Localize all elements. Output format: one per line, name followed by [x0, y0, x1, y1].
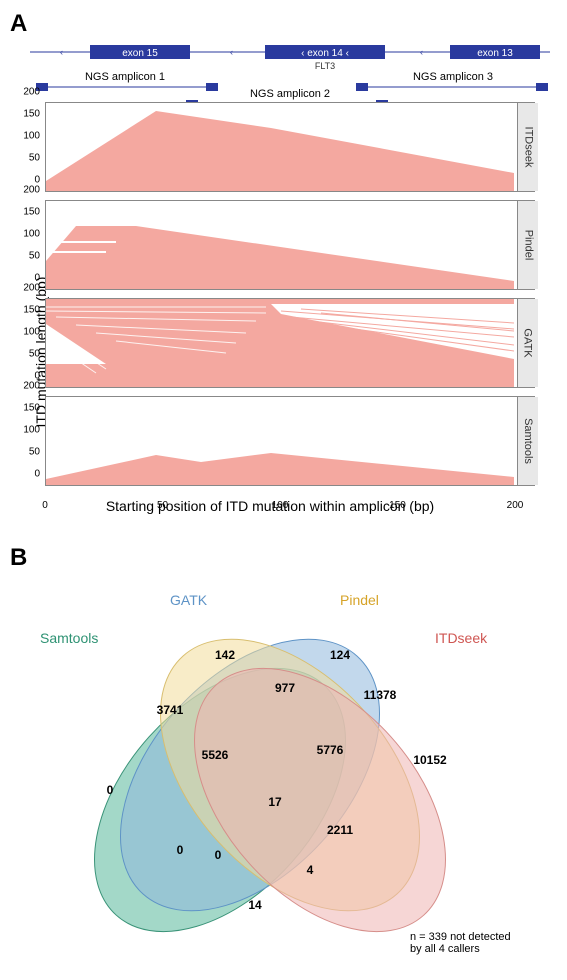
- gene-diagram: exon 15 ‹ exon 14 ‹ exon 13 ‹ ‹ ‹ FLT3 N…: [30, 42, 550, 102]
- panel-b-label: B: [10, 544, 557, 572]
- panel-a-label: A: [10, 10, 557, 38]
- n-sgi: 0: [215, 848, 222, 862]
- svg-text:‹: ‹: [230, 47, 233, 57]
- exon14-text: ‹ exon 14 ‹: [301, 48, 349, 59]
- n-gp: 977: [275, 681, 295, 695]
- heatmap-pindel: 0 50 100 150 200 Pindel: [45, 200, 535, 290]
- label-samtools: Samtools: [40, 630, 98, 646]
- x-axis-label: Starting position of ITD mutation within…: [25, 498, 515, 514]
- n-all: 17: [268, 795, 281, 809]
- n-pi: 11378: [364, 688, 397, 702]
- label-gatk: GATK: [170, 592, 207, 608]
- panel-title-samtools: Samtools: [517, 397, 538, 485]
- n-gpi: 5776: [317, 743, 344, 757]
- y-ticks: 0 50 100 150 200: [18, 201, 42, 289]
- exon15-text: exon 15: [122, 48, 158, 59]
- heatmap-itdseek: 0 50 100 150 200 ITDseek: [45, 102, 535, 192]
- gatk-svg: [46, 299, 514, 387]
- venn-container: Samtools GATK Pindel ITDseek 142 124 0 1…: [10, 580, 530, 970]
- heatmap-container: ITD mutation length (bp) 0 50 100 150 20…: [45, 102, 535, 528]
- gene-name: FLT3: [315, 61, 335, 71]
- label-itdseek: ITDseek: [435, 630, 487, 646]
- panel-title-itdseek: ITDseek: [517, 103, 538, 191]
- venn-note: n = 339 not detected by all 4 callers: [410, 931, 520, 955]
- n-sp: 0: [177, 843, 184, 857]
- itdseek-svg: [46, 103, 514, 191]
- heatmap-samtools: 0 50 100 150 200 Samtools: [45, 396, 535, 486]
- panel-title-pindel: Pindel: [517, 201, 538, 289]
- n-pindel: 124: [330, 648, 350, 662]
- exon13-text: exon 13: [477, 48, 513, 59]
- n-si: 14: [248, 898, 261, 912]
- y-ticks: 0 50 100 150 200: [18, 103, 42, 191]
- label-pindel: Pindel: [340, 592, 379, 608]
- n-spi: 2211: [327, 823, 353, 837]
- n-sgp: 5526: [202, 748, 229, 762]
- n-samtools: 0: [107, 783, 114, 797]
- amplicon1-label: NGS amplicon 1: [85, 71, 165, 83]
- pindel-svg: [46, 201, 514, 289]
- heatmap-gatk: 0 50 100 150 200: [45, 298, 535, 388]
- n-sg: 3741: [157, 703, 184, 717]
- svg-text:‹: ‹: [60, 47, 63, 57]
- y-ticks: 0 50 100 150 200: [18, 397, 42, 485]
- samtools-svg: [46, 397, 514, 485]
- y-ticks: 0 50 100 150 200: [18, 299, 42, 387]
- n-itdseek: 10152: [413, 753, 446, 767]
- n-gi: 4: [307, 863, 314, 877]
- x-axis: 0 50 100 150 200 Starting position of IT…: [45, 498, 515, 528]
- panel-title-gatk: GATK: [517, 299, 538, 387]
- amplicon3-label: NGS amplicon 3: [413, 71, 493, 83]
- n-gatk: 142: [215, 648, 235, 662]
- amplicon2-label: NGS amplicon 2: [250, 88, 330, 100]
- svg-text:‹: ‹: [420, 47, 423, 57]
